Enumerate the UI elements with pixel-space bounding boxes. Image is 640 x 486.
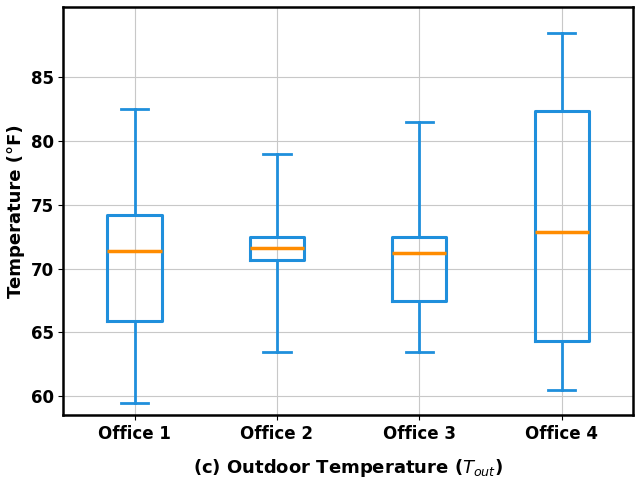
X-axis label: (c) Outdoor Temperature ($T_{out}$): (c) Outdoor Temperature ($T_{out}$) xyxy=(193,457,503,479)
Y-axis label: Temperature (°F): Temperature (°F) xyxy=(7,124,25,298)
